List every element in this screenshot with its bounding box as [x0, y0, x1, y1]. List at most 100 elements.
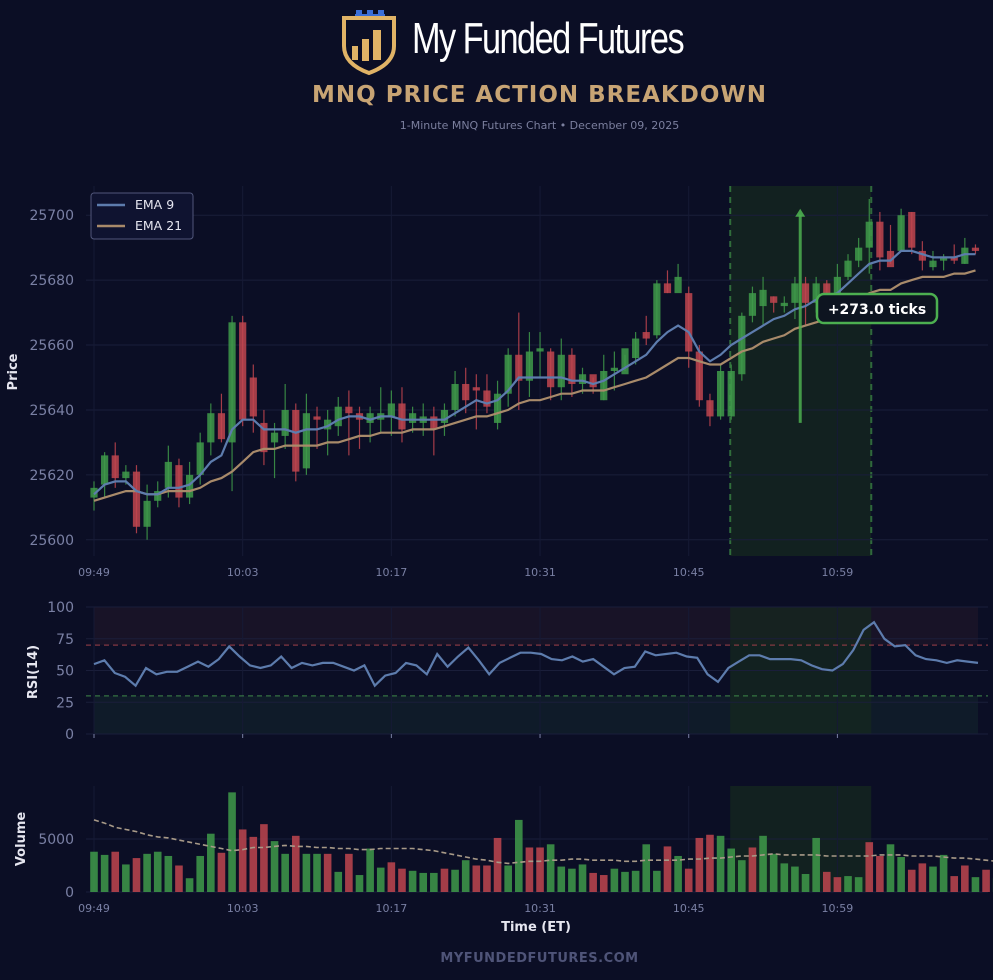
volume-bar: [376, 867, 385, 892]
candle-body: [398, 403, 406, 430]
candle-body: [345, 406, 353, 414]
candle-body: [196, 442, 204, 475]
candle-body: [759, 289, 767, 307]
volume-bar: [207, 833, 215, 892]
volume-bar: [291, 835, 300, 892]
candle-body: [515, 354, 523, 381]
rsi-tick-label: 75: [56, 632, 74, 648]
volume-bar: [249, 836, 258, 892]
volume-bar: [313, 853, 321, 892]
price-tick-label: 25640: [29, 403, 74, 419]
brand-header: My Funded Futures: [0, 6, 993, 76]
rsi-tick-label: 25: [56, 695, 74, 711]
candle-body: [600, 371, 608, 401]
volume-bar: [323, 853, 332, 892]
volume-bar: [345, 853, 353, 892]
time-tick-label: 09:49: [78, 566, 110, 579]
candle-body: [217, 413, 226, 440]
volume-bar: [812, 837, 820, 892]
chart-subtitle: 1-Minute MNQ Futures Chart • December 09…: [399, 119, 680, 132]
volume-bar: [769, 853, 778, 892]
candle-body: [430, 416, 438, 430]
volume-bar: [196, 855, 204, 892]
volume-bar: [610, 868, 619, 892]
volume-bar: [759, 835, 767, 892]
volume-bar: [536, 847, 544, 892]
volume-bar: [525, 847, 534, 892]
candle-body: [557, 354, 565, 388]
volume-bar: [663, 846, 672, 892]
candle-body: [791, 283, 799, 303]
candle-body: [249, 377, 257, 417]
shield-logo-icon: [342, 10, 396, 76]
volume-bar: [419, 872, 428, 892]
candle-body: [727, 371, 735, 417]
time-axis-label: Time (ET): [501, 920, 571, 935]
candle-body: [716, 371, 725, 417]
candle-body: [971, 247, 980, 251]
legend-label-ema21: EMA 21: [135, 218, 182, 233]
volume-bar: [695, 837, 704, 892]
volume-average-line: [93, 819, 993, 865]
volume-bar: [876, 855, 884, 892]
time-tick-label: 09:49: [78, 902, 110, 915]
volume-bar: [939, 854, 948, 892]
candle-body: [270, 432, 279, 443]
candle-body: [823, 283, 831, 294]
volume-bar: [493, 837, 502, 892]
candle-body: [674, 276, 682, 294]
candle-body: [865, 221, 873, 248]
candle-body: [462, 383, 470, 401]
brand-name: My Funded Futures: [412, 14, 685, 63]
volume-bar: [833, 877, 842, 892]
time-tick-label: 10:31: [524, 902, 556, 915]
candle-body: [908, 211, 916, 248]
volume-bar: [854, 877, 863, 892]
volume-bar: [398, 868, 406, 892]
candle-body: [876, 221, 884, 258]
volume-bar: [185, 878, 194, 892]
price-axis-label: Price: [6, 353, 21, 390]
candle-body: [812, 283, 820, 303]
candle-body: [929, 260, 937, 268]
price-tick-label: 25620: [29, 468, 74, 484]
time-tick-label: 10:03: [227, 566, 259, 579]
volume-bar: [982, 869, 990, 892]
rsi-tick-label: 0: [65, 727, 74, 743]
candle-body: [918, 250, 926, 261]
candle-body: [483, 390, 491, 407]
candle-body: [844, 260, 852, 277]
candle-body: [610, 367, 618, 371]
candle-body: [833, 276, 841, 294]
volume-bar: [589, 872, 597, 892]
candle-body: [493, 393, 502, 423]
candle-body: [111, 455, 119, 479]
volume-bar: [451, 869, 459, 892]
volume-bar: [355, 875, 364, 892]
candle-body: [706, 400, 714, 417]
candle-body: [281, 409, 289, 436]
volume-bar: [971, 877, 980, 892]
volume-bar: [621, 871, 629, 892]
volume-axis-label: Volume: [14, 812, 29, 867]
candle-body: [302, 413, 310, 469]
volume-bar: [801, 873, 810, 892]
candle-body: [653, 283, 661, 336]
volume-bar: [270, 841, 279, 892]
volume-bar: [366, 848, 374, 892]
volume-bar: [132, 858, 141, 892]
volume-bar: [546, 844, 555, 892]
candle-body: [632, 338, 640, 359]
candle-body: [748, 293, 757, 316]
volume-bar: [430, 872, 438, 892]
candle-body: [642, 332, 650, 339]
volume-bar: [143, 853, 151, 892]
candle-body: [334, 406, 342, 427]
volume-bar: [90, 851, 98, 892]
volume-bar: [557, 866, 566, 892]
candle-body: [589, 374, 597, 388]
volume-bar: [440, 868, 449, 892]
volume-bar: [122, 864, 130, 892]
candle-body: [207, 413, 215, 443]
